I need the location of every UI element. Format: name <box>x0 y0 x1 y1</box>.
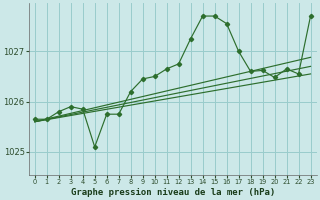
X-axis label: Graphe pression niveau de la mer (hPa): Graphe pression niveau de la mer (hPa) <box>70 188 275 197</box>
